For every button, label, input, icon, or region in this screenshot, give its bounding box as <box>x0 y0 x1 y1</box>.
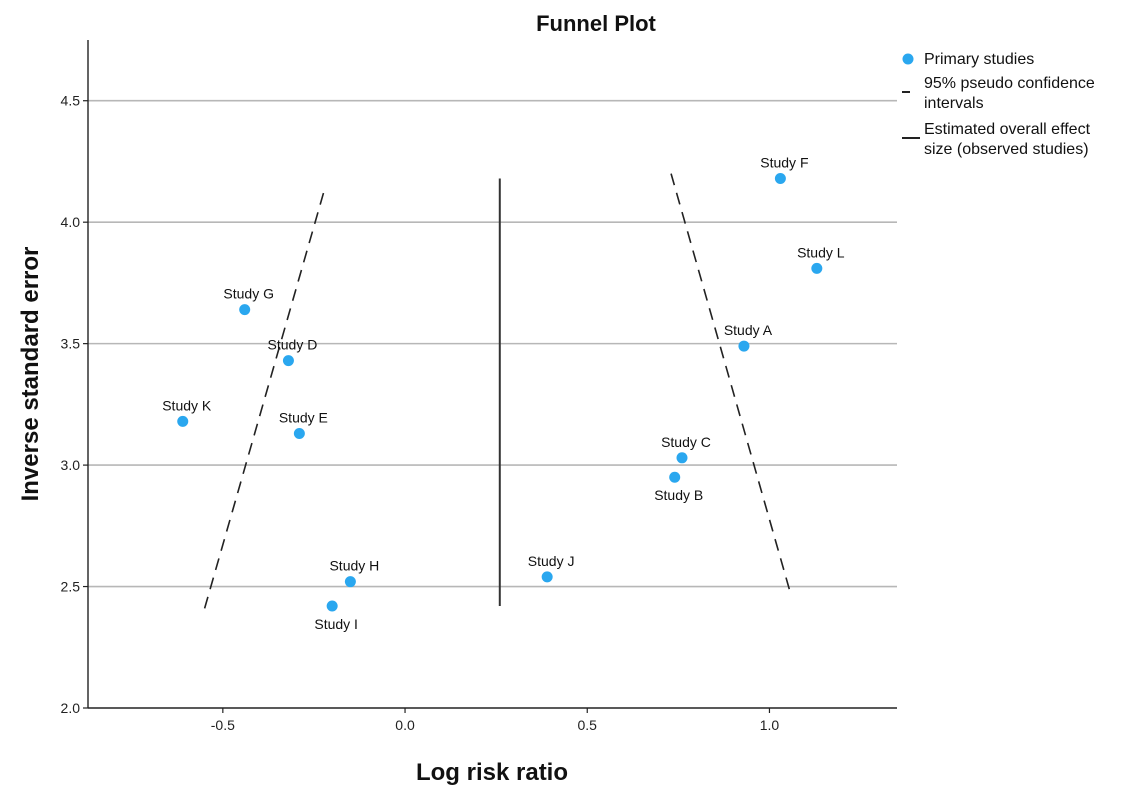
study-point <box>811 262 823 274</box>
ci-line-lower <box>203 187 326 609</box>
study-point <box>239 304 251 316</box>
study-label: Study F <box>760 154 808 170</box>
study-point <box>738 340 750 352</box>
study-label: Study A <box>724 322 773 338</box>
study-point <box>676 452 688 464</box>
study-point <box>774 172 786 184</box>
legend-label: 95% pseudo confidence <box>924 75 1095 92</box>
x-tick-label: 0.5 <box>578 717 598 733</box>
legend-point-icon <box>902 53 914 65</box>
study-label: Study D <box>268 337 318 353</box>
x-tick-label: 1.0 <box>760 717 780 733</box>
y-tick-label: 2.0 <box>61 700 81 716</box>
study-label: Study E <box>279 410 328 426</box>
legend: Primary studies 95% pseudo confidence inte… <box>902 51 1095 158</box>
study-point <box>282 355 294 367</box>
study-label: Study K <box>162 397 212 413</box>
study-point <box>177 415 189 427</box>
y-axis-title: Inverse standard error <box>17 247 44 502</box>
axes: 2.0 2.5 3.0 3.5 4.0 4.5 -0.5 0.0 0.5 1.0 <box>61 40 897 733</box>
gridlines <box>88 99 897 588</box>
confidence-interval-lines <box>203 173 793 609</box>
study-point <box>344 576 356 588</box>
study-point <box>326 600 338 612</box>
chart-title: Funnel Plot <box>536 11 656 36</box>
study-label: Study G <box>223 286 274 302</box>
y-tick-label: 2.5 <box>61 579 81 595</box>
legend-label: intervals <box>924 95 984 112</box>
study-label: Study C <box>661 434 711 450</box>
study-points <box>177 172 823 612</box>
legend-label: Estimated overall effect <box>924 121 1091 138</box>
study-label: Study J <box>528 553 575 569</box>
study-label: Study H <box>329 558 379 574</box>
ci-line-upper <box>670 173 793 597</box>
y-tick-label: 3.0 <box>61 457 81 473</box>
x-tick-label: 0.0 <box>395 717 415 733</box>
legend-label: size (observed studies) <box>924 141 1089 158</box>
study-point <box>669 471 681 483</box>
study-point <box>541 571 553 583</box>
y-tick-label: 3.5 <box>61 336 81 352</box>
study-label: Study B <box>654 487 703 503</box>
study-point <box>293 428 305 440</box>
study-labels: Study A Study B Study C Study D Study E Study… <box>162 154 845 632</box>
x-tick-label: -0.5 <box>211 717 235 733</box>
y-tick-label: 4.0 <box>61 214 81 230</box>
legend-label: Primary studies <box>924 51 1034 68</box>
study-label: Study L <box>797 244 845 260</box>
x-axis-title: Log risk ratio <box>416 759 568 786</box>
study-label: Study I <box>314 616 358 632</box>
y-tick-label: 4.5 <box>61 93 81 109</box>
